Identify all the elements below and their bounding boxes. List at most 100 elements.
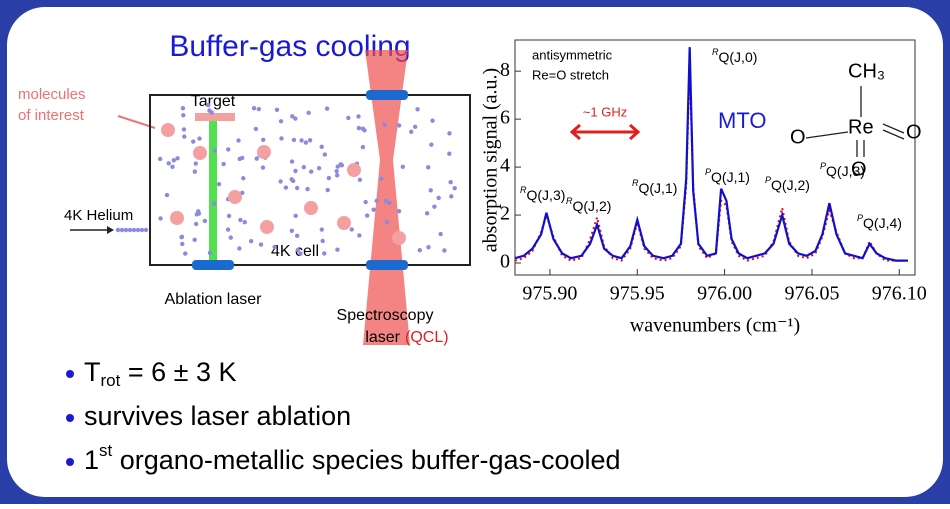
helium-atom (171, 158, 176, 163)
helium-atom (179, 234, 184, 240)
annotation: antisymmetric (532, 47, 613, 62)
helium-atom (289, 228, 295, 233)
molecule (228, 190, 242, 204)
helium-atom (260, 165, 266, 170)
helium-atom (279, 136, 284, 141)
line: Q(J,1) (711, 169, 750, 185)
helium-atom (274, 107, 280, 112)
molecule (170, 211, 184, 225)
helium-atom (226, 213, 232, 219)
branch: P (705, 167, 711, 177)
helium-atom (322, 152, 328, 157)
helium-atom (363, 199, 368, 205)
y-axis-label: absorption signal (a.u.) (480, 68, 502, 252)
helium-atom (258, 242, 264, 247)
ablation-beam (209, 121, 217, 265)
target (195, 113, 235, 121)
helium-atom (325, 187, 330, 193)
helium-atom (191, 139, 196, 144)
helium-atom (242, 219, 247, 225)
helium-atom (322, 251, 327, 256)
helium-atom (123, 227, 129, 233)
bullet-text: survives laser ablation (84, 401, 351, 431)
branch: R (566, 196, 573, 206)
series-line (514, 47, 908, 262)
helium-atom (298, 251, 303, 256)
annotation: Re=O stretch (532, 67, 609, 82)
helium-atom (412, 124, 418, 130)
helium-atom (429, 142, 434, 147)
helium-atom (202, 218, 208, 224)
helium-atom (335, 247, 340, 252)
helium-atom (447, 151, 452, 156)
helium-atom (193, 221, 199, 227)
text: = 6 ± 3 K (120, 357, 236, 387)
line: Q(J,4) (863, 215, 902, 231)
helium-atom (135, 227, 141, 233)
window (192, 260, 234, 270)
peak-label: PQ(J,2) (765, 175, 810, 192)
peak-label: RQ(J,0) (712, 47, 757, 64)
helium-atom (442, 248, 447, 253)
molecule (347, 163, 361, 177)
helium-atom (452, 186, 457, 191)
bond (805, 86, 905, 157)
label: (QCL) (405, 329, 449, 346)
helium-atom (334, 173, 340, 178)
helium-atom (236, 138, 241, 143)
helium-atom (192, 237, 197, 243)
helium-atom (349, 227, 354, 232)
helium-atom (139, 227, 145, 233)
helium-atom (294, 185, 300, 191)
helium-atom (254, 156, 259, 161)
helium-atom (334, 168, 339, 174)
helium-atom (409, 129, 414, 134)
helium-atom (157, 156, 163, 162)
helium-atom (180, 241, 185, 247)
molecule (193, 146, 207, 160)
line: Q(J,3) (527, 187, 566, 203)
helium-atom (166, 161, 171, 166)
helium-atom (362, 128, 367, 133)
helium-atom (175, 156, 180, 161)
helium-atom (119, 227, 125, 233)
cell-box (149, 94, 471, 266)
helium-atom (127, 227, 133, 233)
helium-atom (294, 233, 300, 239)
atom: O (790, 126, 806, 148)
helium-atom (180, 105, 186, 111)
molecule (337, 216, 351, 230)
atom: CH₃ (848, 60, 885, 82)
helium-atom (164, 192, 170, 198)
plot-frame (514, 39, 916, 276)
helium-atom (181, 127, 187, 132)
helium-atom (212, 148, 218, 153)
helium-atom (326, 175, 332, 181)
text: 1 (84, 445, 99, 475)
helium-atom (197, 136, 202, 141)
helium-atom (449, 194, 454, 199)
branch: P (820, 161, 826, 171)
helium-atom (426, 244, 431, 250)
helium-atom (320, 238, 325, 244)
helium-atom (319, 227, 325, 232)
helium-atom (241, 176, 246, 181)
line: Q(J,2) (771, 177, 810, 193)
label: of interest (18, 107, 85, 124)
helium-atom (448, 179, 453, 185)
helium-atom (299, 138, 304, 143)
y-tick-label: 0 (500, 251, 510, 273)
helium-atom (415, 107, 420, 112)
helium-atom (278, 119, 284, 124)
line: Q(J,3) (826, 163, 865, 179)
bullet-text: 1st organo-metallic species buffer-gas-c… (84, 441, 621, 475)
helium-atom (183, 251, 188, 256)
panel (7, 7, 943, 497)
superscript: st (99, 441, 113, 460)
helium-atom (387, 200, 392, 206)
helium-atom (308, 169, 314, 174)
helium-atom (253, 126, 259, 132)
helium-atom (290, 114, 295, 119)
helium-atom (305, 186, 310, 192)
